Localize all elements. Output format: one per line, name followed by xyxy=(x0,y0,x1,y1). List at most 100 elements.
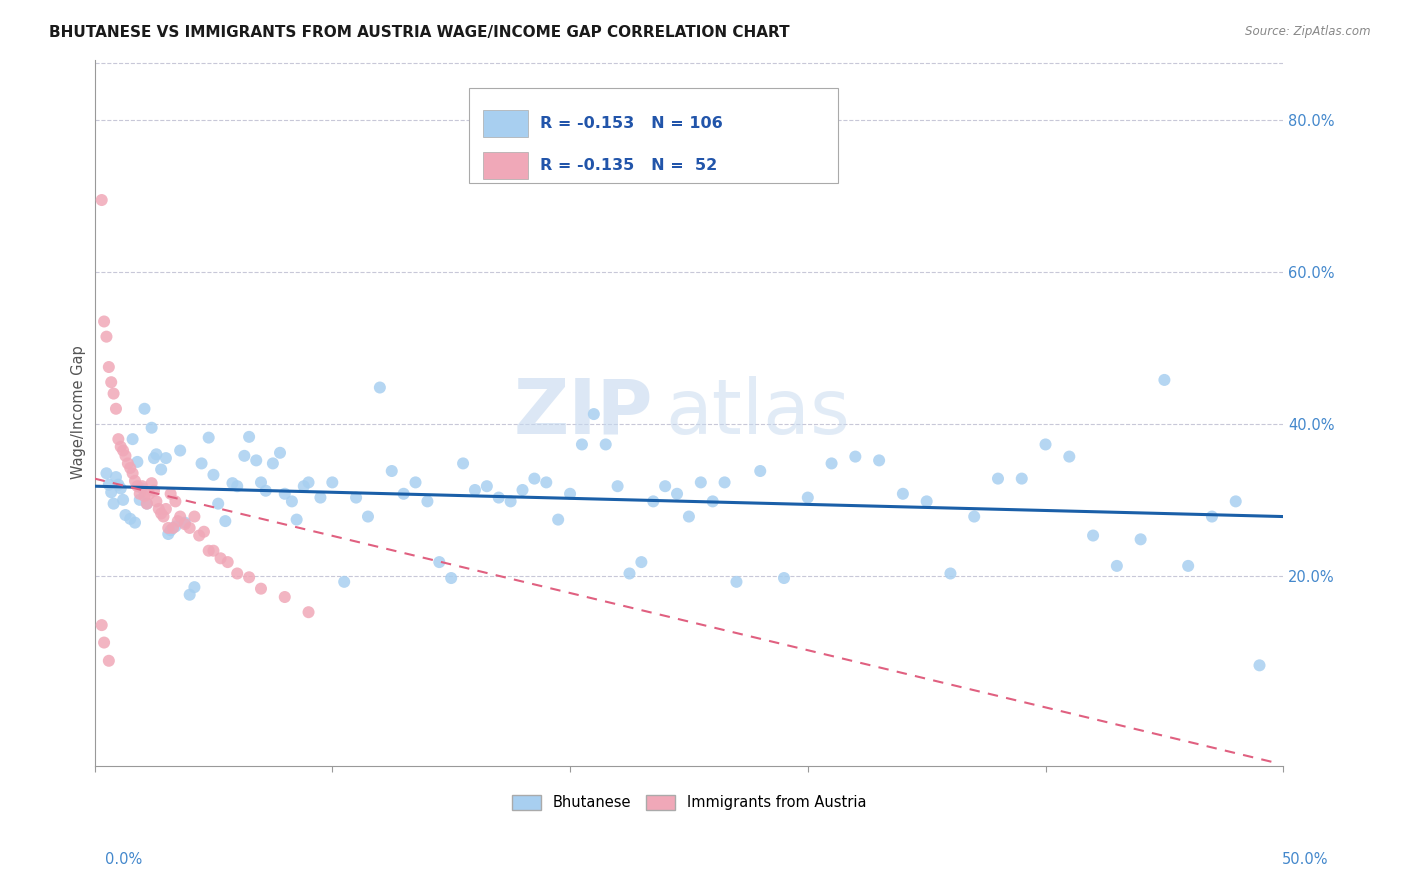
Point xyxy=(226,566,249,581)
Point xyxy=(221,476,243,491)
Point xyxy=(209,551,232,566)
Point xyxy=(262,457,284,471)
Point xyxy=(120,512,142,526)
Point xyxy=(1249,658,1271,673)
Point xyxy=(100,375,122,389)
Text: 50.0%: 50.0% xyxy=(1282,852,1329,867)
Point xyxy=(112,443,135,458)
Point xyxy=(844,450,866,464)
Point xyxy=(1105,558,1128,573)
Point xyxy=(127,479,149,493)
Point xyxy=(193,524,215,539)
Point xyxy=(464,483,486,497)
Point xyxy=(357,509,380,524)
Point xyxy=(245,453,267,467)
Point xyxy=(141,421,163,435)
Point xyxy=(274,590,297,604)
Point xyxy=(1225,494,1247,508)
Point xyxy=(868,453,890,467)
Point xyxy=(145,494,167,508)
Point xyxy=(297,475,319,490)
Point xyxy=(134,401,156,416)
Point xyxy=(124,474,146,488)
Point xyxy=(159,487,181,501)
Point xyxy=(157,527,180,541)
Point xyxy=(619,566,641,581)
Point xyxy=(148,502,170,516)
Point xyxy=(179,588,201,602)
Point xyxy=(666,487,689,501)
Point xyxy=(217,555,239,569)
Point xyxy=(630,555,652,569)
Point xyxy=(797,491,820,505)
Point xyxy=(285,513,308,527)
Point xyxy=(654,479,676,493)
Point xyxy=(114,449,136,463)
Point xyxy=(1153,373,1175,387)
Point xyxy=(166,514,188,528)
Point xyxy=(1081,528,1104,542)
Point xyxy=(254,483,277,498)
Point xyxy=(297,605,319,619)
Point xyxy=(90,193,112,207)
Point xyxy=(135,497,157,511)
Point xyxy=(190,457,212,471)
Point xyxy=(197,543,219,558)
Text: Source: ZipAtlas.com: Source: ZipAtlas.com xyxy=(1246,25,1371,38)
Point xyxy=(124,516,146,530)
Point xyxy=(179,521,201,535)
Point xyxy=(1035,437,1057,451)
Point xyxy=(939,566,962,581)
Point xyxy=(134,489,156,503)
Point xyxy=(499,494,522,508)
Point xyxy=(233,449,256,463)
Point xyxy=(117,457,139,471)
Point xyxy=(321,475,343,490)
Point xyxy=(274,487,297,501)
Point xyxy=(93,635,115,649)
Point xyxy=(987,472,1010,486)
Point xyxy=(214,514,236,528)
Point xyxy=(1059,450,1081,464)
Point xyxy=(135,497,157,511)
Point xyxy=(416,494,439,508)
Point xyxy=(238,430,260,444)
Point xyxy=(150,507,173,521)
Point xyxy=(174,517,197,532)
Point xyxy=(523,472,546,486)
Point xyxy=(405,475,427,490)
Point xyxy=(107,477,129,491)
Point xyxy=(202,543,225,558)
Point xyxy=(488,491,510,505)
Point xyxy=(157,521,180,535)
Point xyxy=(155,451,177,466)
Point xyxy=(96,467,118,481)
Point xyxy=(165,494,187,508)
Text: atlas: atlas xyxy=(665,376,851,450)
Point xyxy=(169,443,191,458)
Point xyxy=(155,502,177,516)
Point xyxy=(138,487,160,501)
Point xyxy=(159,523,181,537)
Point xyxy=(128,487,150,501)
Point xyxy=(183,509,205,524)
Point xyxy=(127,455,149,469)
Point xyxy=(250,475,273,490)
Y-axis label: Wage/Income Gap: Wage/Income Gap xyxy=(72,346,86,479)
Point xyxy=(162,521,184,535)
Point xyxy=(1177,558,1199,573)
Point xyxy=(143,483,166,498)
Point xyxy=(97,477,120,491)
Point xyxy=(107,432,129,446)
Point xyxy=(104,401,127,416)
Point xyxy=(392,487,415,501)
Point xyxy=(188,528,211,542)
Point xyxy=(165,519,187,533)
Point xyxy=(145,447,167,461)
Point xyxy=(128,492,150,507)
Point xyxy=(773,571,796,585)
Point xyxy=(110,440,132,454)
Point xyxy=(309,491,332,505)
Point xyxy=(150,462,173,476)
Point xyxy=(689,475,711,490)
